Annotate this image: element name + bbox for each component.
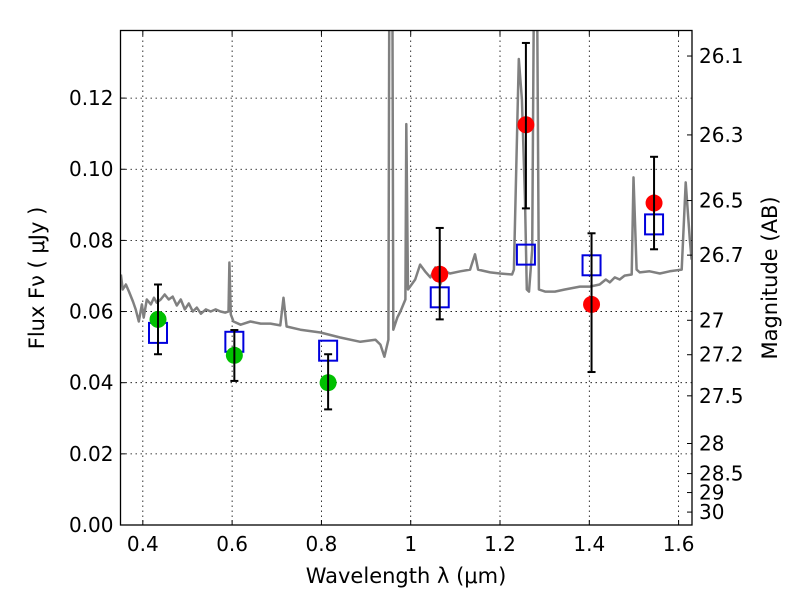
y-axis-label: Flux Fν ( μJy ) — [25, 207, 49, 350]
model-box-marker — [515, 243, 536, 266]
right-tick-label: 28.5 — [699, 462, 744, 486]
x-tick-label: 0.4 — [127, 532, 159, 556]
right-tick-label: 28 — [699, 432, 724, 456]
spectrum-layer — [121, 31, 691, 358]
right-tick-label: 27.2 — [699, 343, 744, 367]
y-tick-label: 0.00 — [69, 513, 114, 537]
x-tick-label: 1.6 — [663, 532, 695, 556]
x-tick-label: 1 — [404, 532, 417, 556]
x-tick-label: 1.2 — [484, 532, 516, 556]
y-tick-label: 0.08 — [69, 228, 114, 252]
right-tick-label: 26.3 — [699, 123, 744, 147]
y-tick-label: 0.06 — [69, 300, 114, 324]
x-tick-label: 1.4 — [573, 532, 605, 556]
right-tick-label: 29 — [699, 481, 724, 505]
x-tick-label: 0.6 — [216, 532, 248, 556]
y-tick-label: 0.10 — [69, 157, 114, 181]
x-axis-label: Wavelength λ (μm) — [306, 564, 507, 588]
axis-ticks: 0.4 0.6 0.8 1 1.2 1.4 1.6 0.00 0.02 0.04 0.06 0.08 0… — [69, 30, 744, 556]
spectrum-line — [121, 31, 691, 358]
right-tick-label: 26.1 — [699, 44, 744, 68]
y-tick-label: 0.04 — [69, 371, 114, 395]
right-tick-label: 30 — [699, 500, 724, 524]
y-tick-label: 0.02 — [69, 442, 114, 466]
right-tick-label: 26.7 — [699, 243, 744, 267]
y-axis-right-label: Magnitude (AB) — [758, 196, 782, 359]
right-tick-label: 27 — [699, 308, 724, 332]
right-tick-label: 27.5 — [699, 384, 744, 408]
points-layer — [148, 41, 665, 411]
y-tick-label: 0.12 — [69, 86, 114, 110]
x-tick-label: 0.8 — [306, 532, 338, 556]
plot-frame — [119, 29, 693, 526]
right-tick-label: 26.5 — [699, 189, 744, 213]
